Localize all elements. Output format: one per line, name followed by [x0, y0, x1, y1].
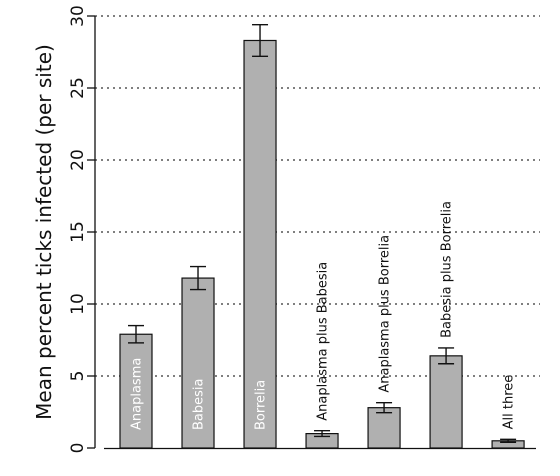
error-bars [128, 23, 517, 443]
error-bar [190, 265, 207, 291]
bar [243, 39, 277, 449]
bar [367, 407, 401, 449]
bar-label: Anaplasma plus Borrelia [378, 235, 393, 393]
y-tick-label: 25 [68, 77, 88, 99]
error-bar [252, 23, 269, 58]
bar-label: Borrelia [254, 380, 269, 430]
y-axis-title: Mean percent ticks infected (per site) [32, 44, 56, 420]
error-bar [438, 347, 455, 365]
error-bar [500, 438, 517, 443]
y-tick-label: 30 [68, 5, 88, 27]
y-tick-label: 10 [68, 293, 88, 315]
y-tick-label: 15 [68, 221, 88, 243]
bar [429, 355, 463, 449]
bar-label: Babesia [192, 379, 207, 431]
grid-lines [95, 15, 540, 377]
error-bar [128, 324, 144, 344]
y-tick-label: 0 [68, 443, 88, 454]
bar-label: Anaplasma plus Babesia [316, 262, 331, 421]
bar-label: Babesia plus Borrelia [440, 201, 455, 338]
y-tick-label: 20 [68, 149, 88, 171]
y-axis: 0 5 10 15 20 25 30 [68, 5, 96, 454]
bar-labels: Anaplasma Babesia Borrelia Anaplasma plus B… [130, 201, 517, 430]
bar-label: Anaplasma [130, 358, 145, 430]
bar [119, 333, 153, 449]
error-bar [314, 430, 331, 438]
y-tick-label: 5 [68, 371, 88, 382]
bars [119, 39, 525, 449]
bar-label: All three [502, 375, 517, 430]
error-bar [376, 401, 393, 414]
